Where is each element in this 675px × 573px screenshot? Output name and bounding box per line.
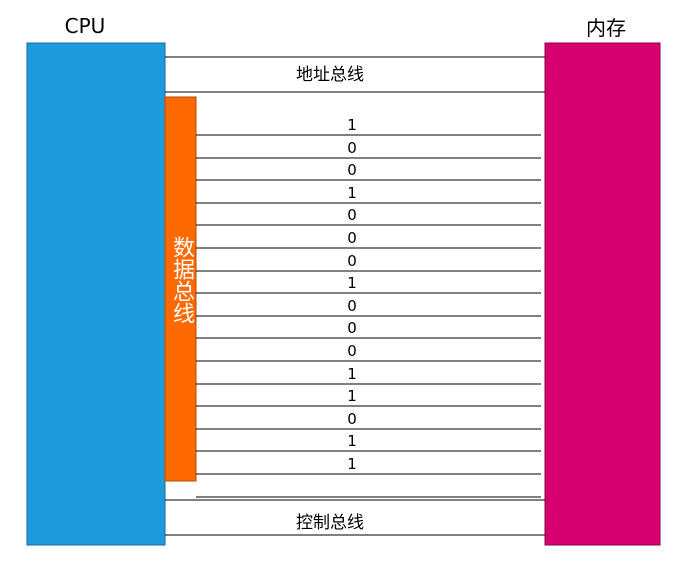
data-bit-label: 1 — [347, 387, 357, 405]
data-bit-label: 1 — [347, 184, 357, 202]
data-bit-label: 1 — [347, 455, 357, 473]
cpu-block — [26, 42, 166, 546]
data-bit-label: 1 — [347, 365, 357, 383]
data-bit-label: 0 — [347, 206, 357, 224]
data-bus-lines — [196, 134, 541, 498]
memory-label: 内存 — [586, 16, 626, 40]
data-bit-label: 0 — [347, 297, 357, 315]
data-bit-label: 1 — [347, 116, 357, 134]
control-bus-label: 控制总线 — [296, 513, 364, 533]
data-bus-bar — [164, 96, 197, 482]
memory-block — [544, 42, 661, 546]
cpu-label: CPU — [64, 14, 106, 38]
data-bit-label: 0 — [347, 161, 357, 179]
data-bit-label: 0 — [347, 342, 357, 360]
data-bus-label: 数据总线 — [169, 236, 194, 324]
data-bit-label: 0 — [347, 229, 357, 247]
data-bit-label: 0 — [347, 139, 357, 157]
data-bit-label: 1 — [347, 274, 357, 292]
data-bit-label: 0 — [347, 252, 357, 270]
data-bit-label: 0 — [347, 319, 357, 337]
data-bit-label: 0 — [347, 410, 357, 428]
address-bus-label: 地址总线 — [296, 65, 364, 85]
data-bit-label: 1 — [347, 432, 357, 450]
